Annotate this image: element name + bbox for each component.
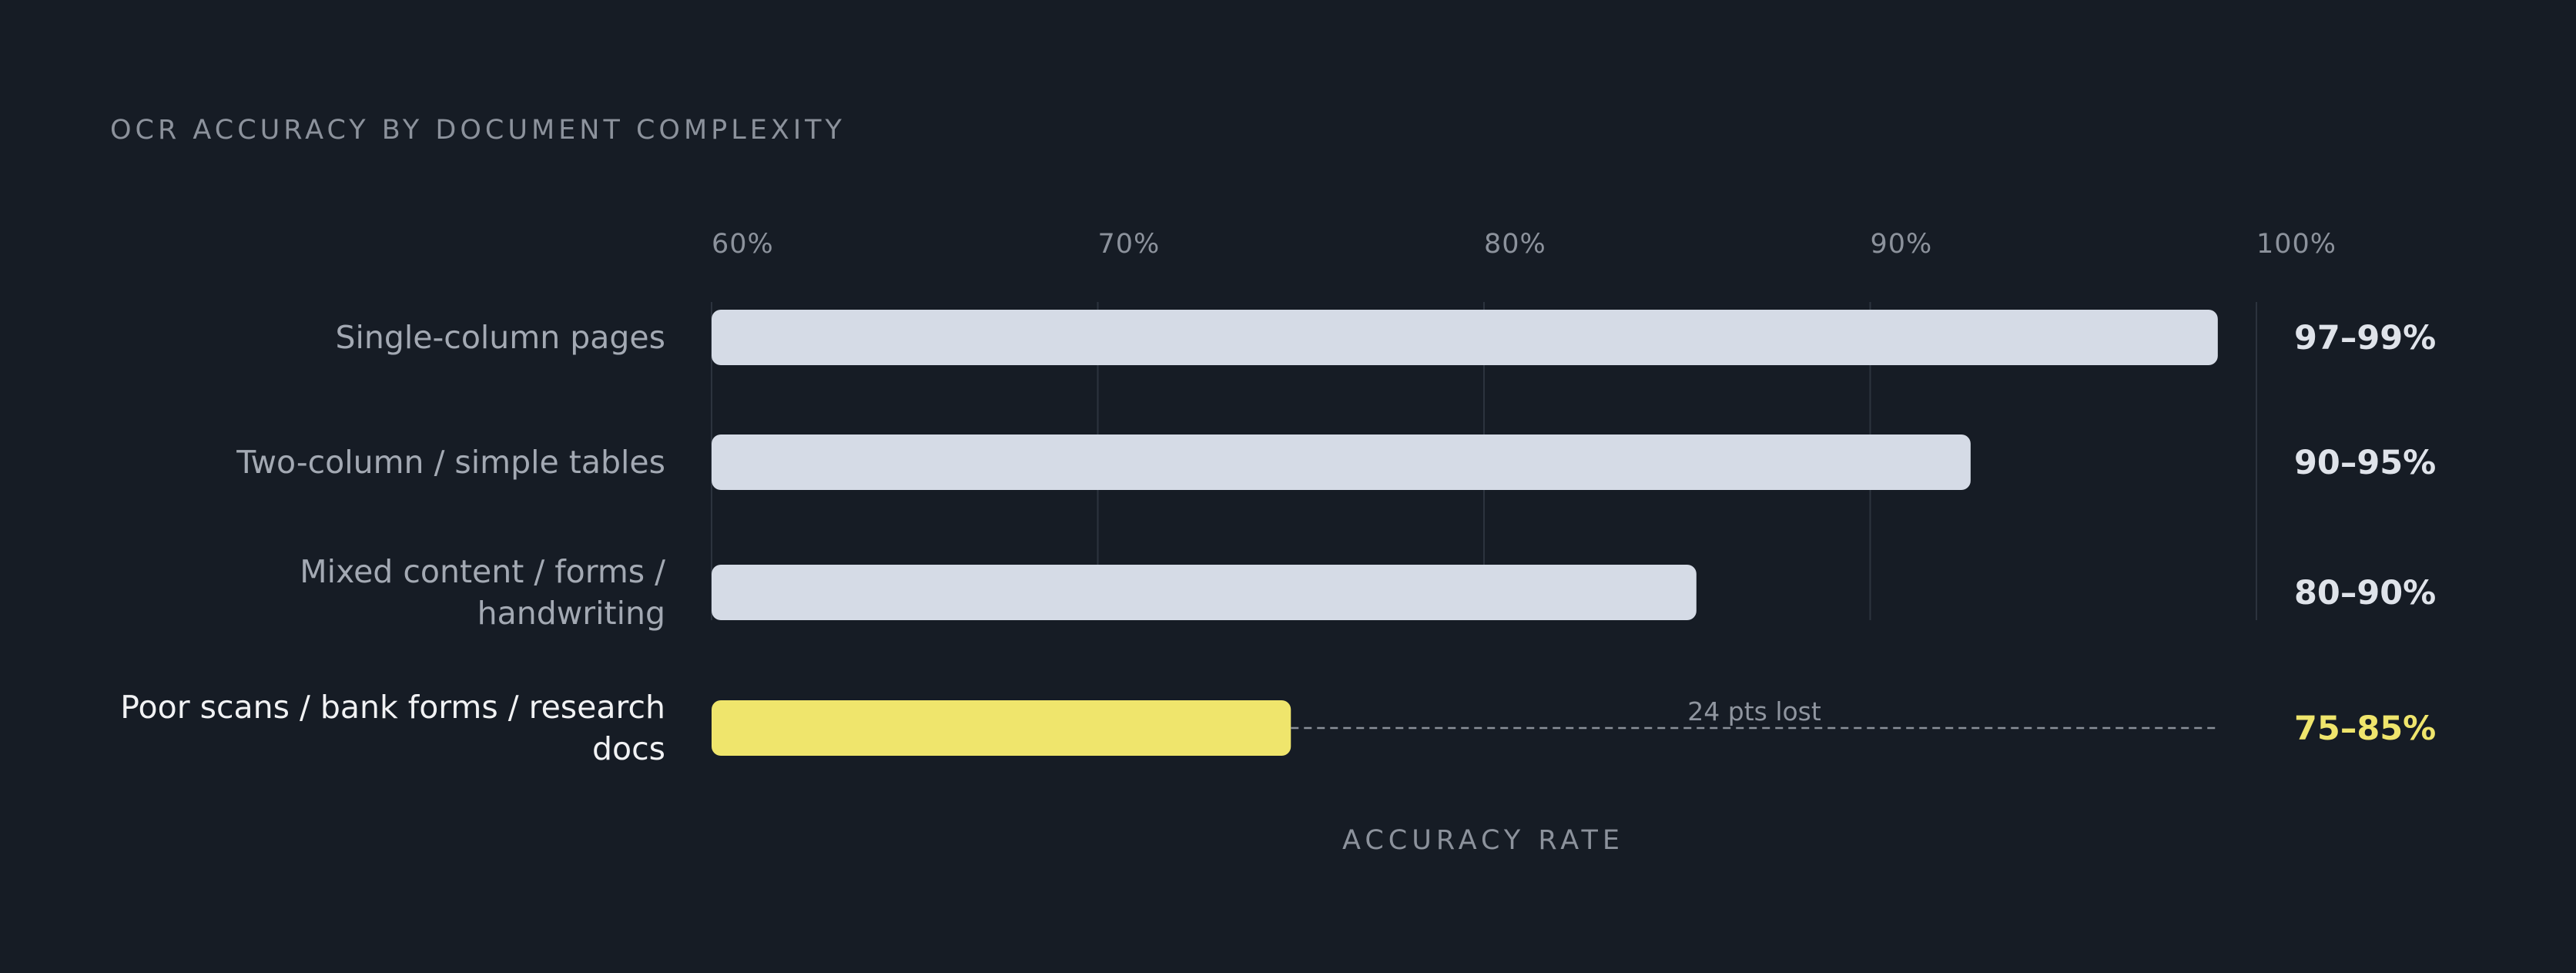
bar — [712, 565, 1697, 620]
x-tick-label: 70% — [1098, 229, 1161, 260]
category-label: Two-column / simple tables — [236, 444, 665, 481]
category-label: Mixed content / forms / handwriting — [300, 553, 665, 632]
category-label-line: handwriting — [477, 595, 665, 632]
bar — [712, 434, 1971, 490]
x-axis-label: ACCURACY RATE — [1342, 825, 1624, 856]
value-label: 97–99% — [2294, 319, 2436, 357]
value-labels: 97–99% 90–95% 80–90% 75–85% — [2294, 319, 2436, 748]
bar-highlight — [712, 700, 1291, 756]
category-label-line: docs — [592, 730, 665, 767]
bars — [712, 310, 2218, 756]
category-label-line: Two-column / simple tables — [236, 444, 665, 481]
category-label: Single-column pages — [335, 319, 665, 356]
bar — [712, 310, 2218, 365]
value-label: 80–90% — [2294, 574, 2436, 612]
x-tick-label: 90% — [1871, 229, 1933, 260]
category-labels: Single-column pages Two-column / simple t… — [120, 319, 665, 767]
category-label-line: Single-column pages — [335, 319, 665, 356]
x-tick-label: 60% — [712, 229, 774, 260]
gap-annotation: 24 pts lost — [1291, 696, 2218, 730]
category-label: Poor scans / bank forms / research docs — [120, 689, 665, 767]
category-label-line: Poor scans / bank forms / research — [120, 689, 665, 726]
x-tick-labels: 60% 70% 80% 90% 100% — [712, 229, 2336, 260]
category-label-line: Mixed content / forms / — [300, 553, 665, 590]
value-label: 90–95% — [2294, 444, 2436, 482]
chart-title: OCR ACCURACY BY DOCUMENT COMPLEXITY — [110, 115, 846, 146]
value-label: 75–85% — [2294, 710, 2436, 748]
x-tick-label: 80% — [1484, 229, 1546, 260]
x-tick-label: 100% — [2256, 229, 2336, 260]
gap-annotation-label: 24 pts lost — [1687, 696, 1821, 726]
